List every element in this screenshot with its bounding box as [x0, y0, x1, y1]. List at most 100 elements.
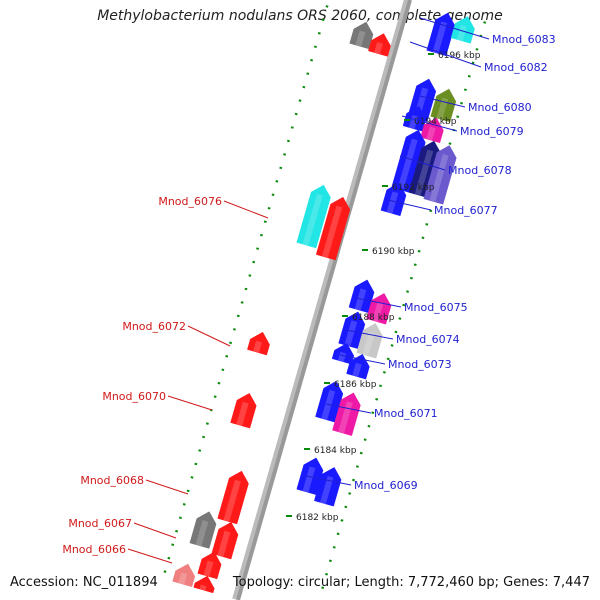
reverse-gene-label[interactable]: Mnod_6072 — [122, 320, 186, 333]
forward-gene-label[interactable]: Mnod_6080 — [468, 101, 532, 114]
gene-feature-shade — [408, 114, 419, 130]
reverse-gene-leader — [133, 522, 177, 539]
scale-label: 6190 kbp — [372, 247, 415, 257]
forward-gene-leader — [345, 329, 394, 340]
gene-feature[interactable] — [315, 381, 344, 423]
gene-feature-shade — [355, 30, 366, 47]
scale-label: 6182 kbp — [296, 513, 339, 523]
gene-feature-shade — [456, 25, 467, 42]
gene-feature[interactable] — [247, 331, 270, 356]
forward-gene-label[interactable]: Mnod_6079 — [460, 125, 524, 138]
forward-gene-label[interactable]: Mnod_6071 — [374, 407, 438, 420]
reverse-gene-leader — [187, 325, 231, 347]
gene-feature-shade — [223, 479, 241, 522]
gene-feature-shade — [397, 138, 418, 191]
gene-labels: Mnod_6083 Mnod_6082 Mnod_6080 Mnod_6079 Mnod… — [62, 17, 556, 564]
gene-feature-shade — [195, 520, 209, 547]
scale-label: 6184 kbp — [314, 446, 357, 456]
accession-text: Accession: NC_011894 — [10, 575, 158, 590]
gene-feature[interactable] — [423, 145, 457, 205]
forward-gene-leader — [419, 17, 490, 40]
gene-feature-shade — [338, 401, 353, 434]
forward-gene-leader — [387, 199, 432, 211]
gene-feature-shade — [253, 340, 262, 353]
gene-feature-shade — [337, 351, 347, 362]
gene-feature-shade — [386, 191, 399, 214]
gene-feature[interactable] — [296, 184, 331, 249]
forward-gene-leader — [325, 403, 372, 414]
gene-feature-shade — [354, 288, 367, 311]
scale-label: 6192 kbp — [392, 183, 435, 193]
reverse-gene-leader — [127, 548, 173, 564]
gene-feature[interactable] — [356, 323, 383, 359]
gene-feature-shade — [429, 154, 449, 203]
forward-gene-label[interactable]: Mnod_6069 — [354, 479, 418, 492]
gene-feature-shade — [362, 331, 375, 356]
gene-feature[interactable] — [197, 551, 222, 580]
gene-feature-shade — [344, 320, 358, 347]
reverse-gene-leader — [223, 200, 269, 219]
gene-feature[interactable] — [230, 392, 257, 429]
gene-feature-shade — [203, 560, 214, 577]
gene-feature-shade — [374, 42, 383, 55]
gene-feature-shade — [320, 475, 334, 504]
gene-feature-shade — [302, 193, 323, 246]
gene-feature[interactable] — [172, 563, 196, 588]
gene-feature[interactable] — [348, 279, 375, 313]
gene-feature-shade — [178, 572, 188, 585]
scale-labels: 6196 kbp 6194 kbp 6192 kbp 6190 kbp 6188 kbp… — [286, 51, 481, 523]
forward-gene-label[interactable]: Mnod_6074 — [396, 333, 460, 346]
forward-gene-label[interactable]: Mnod_6077 — [434, 204, 498, 217]
gene-feature[interactable] — [217, 470, 249, 525]
gene-feature-shade — [372, 301, 384, 322]
scale-label: 6186 kbp — [334, 380, 377, 390]
reverse-gene-leader — [167, 395, 213, 411]
gene-feature-shade — [217, 530, 231, 557]
forward-gene-label[interactable]: Mnod_6073 — [388, 358, 452, 371]
reverse-gene-label[interactable]: Mnod_6076 — [158, 195, 222, 208]
gene-feature-shade — [414, 149, 434, 196]
reverse-gene-label[interactable]: Mnod_6067 — [68, 517, 132, 530]
forward-gene-leader — [401, 115, 458, 132]
gene-feature[interactable] — [315, 196, 351, 261]
gene-feature-shade — [436, 97, 449, 120]
gene-feature[interactable] — [368, 33, 391, 57]
gene-feature[interactable] — [189, 511, 217, 549]
gene-feature[interactable] — [338, 311, 366, 349]
forward-gene-leader — [305, 475, 352, 486]
gene-feature-shade — [426, 126, 436, 141]
gene-feature-shade — [432, 21, 448, 54]
scale-label: 6188 kbp — [352, 313, 395, 323]
scale-label: 6196 kbp — [438, 51, 481, 61]
genome-backbone — [232, 0, 412, 600]
gene-feature[interactable] — [314, 467, 342, 507]
gene-feature[interactable] — [331, 343, 355, 365]
gene-feature-shade — [236, 401, 249, 426]
gene-feature-shade — [322, 205, 343, 258]
gene-feature[interactable] — [380, 182, 407, 217]
gene-feature[interactable] — [193, 575, 215, 594]
forward-gene-leader — [409, 41, 482, 68]
gene-feature[interactable] — [402, 106, 427, 132]
forward-gene-label[interactable]: Mnod_6078 — [448, 164, 512, 177]
gene-feature-shade — [199, 584, 207, 591]
genome-summary-text: Topology: circular; Length: 7,772,460 bp… — [232, 575, 590, 590]
gene-features — [172, 12, 475, 594]
forward-gene-label[interactable]: Mnod_6083 — [492, 33, 556, 46]
gene-feature[interactable] — [349, 21, 374, 50]
reverse-gene-label[interactable]: Mnod_6070 — [102, 390, 166, 403]
forward-gene-label[interactable]: Mnod_6082 — [484, 61, 548, 74]
forward-gene-leader — [339, 354, 386, 365]
gene-feature[interactable] — [450, 16, 475, 44]
forward-gene-leader — [399, 155, 446, 171]
reverse-gene-leader — [145, 479, 189, 495]
forward-gene-leader — [419, 95, 466, 108]
scale-label: 6194 kbp — [414, 117, 457, 127]
gene-feature[interactable] — [420, 117, 444, 144]
gene-feature-shade — [302, 466, 316, 493]
backbone-line — [232, 0, 410, 600]
reverse-gene-label[interactable]: Mnod_6066 — [62, 543, 126, 556]
forward-gene-label[interactable]: Mnod_6075 — [404, 301, 468, 314]
reverse-gene-label[interactable]: Mnod_6068 — [80, 474, 144, 487]
